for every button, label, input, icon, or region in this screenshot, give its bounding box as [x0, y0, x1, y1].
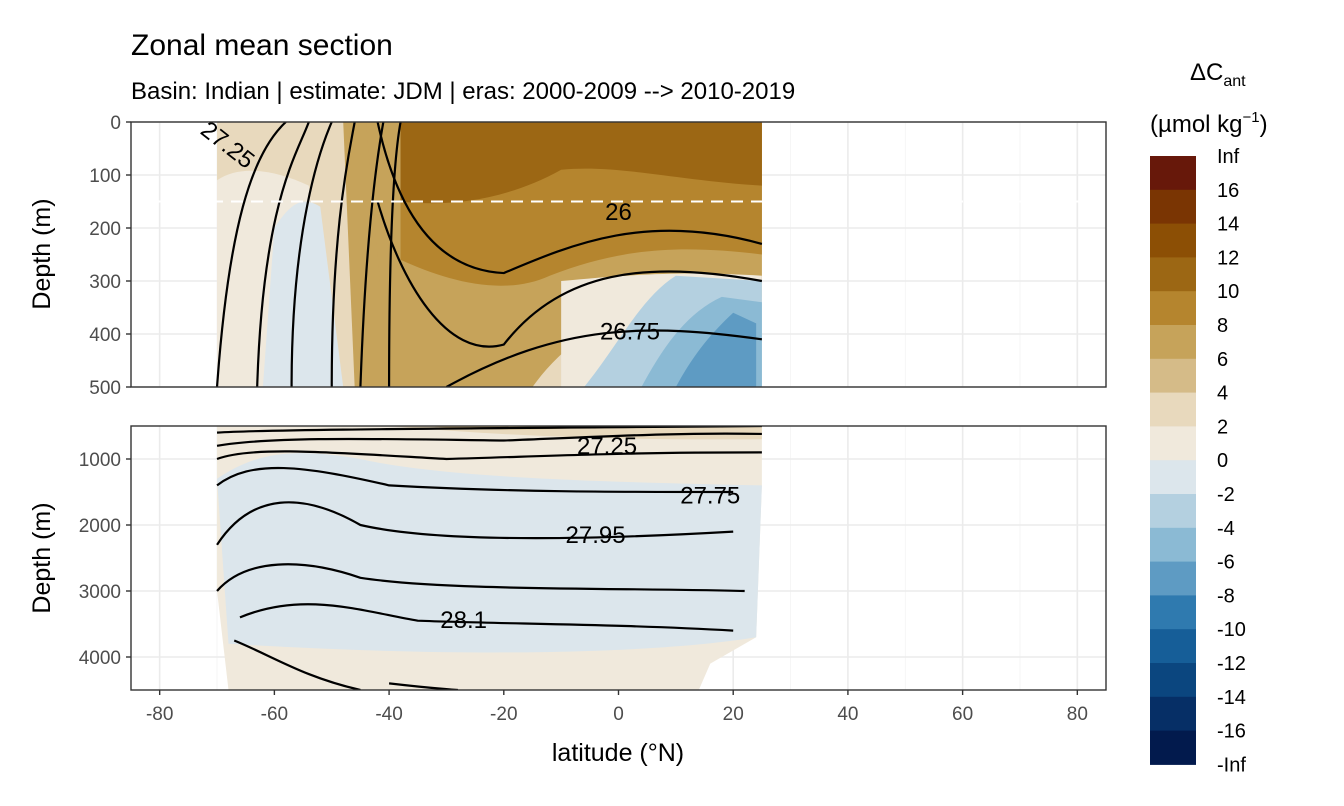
x-tick-label: 40	[837, 704, 858, 725]
legend-swatch	[1150, 291, 1196, 326]
isopycnal-line	[330, 122, 356, 387]
legend-swatch	[1150, 595, 1196, 630]
y-tick-label: 0	[110, 113, 121, 134]
legend-swatch	[1150, 663, 1196, 698]
isopycnal-label: 27.95	[566, 522, 626, 549]
legend-level-label: -10	[1217, 619, 1246, 641]
x-tick-label: 80	[1067, 704, 1088, 725]
legend-swatch	[1150, 325, 1196, 360]
isopycnal-label: 28.1	[440, 607, 487, 634]
legend-level-label: -12	[1217, 653, 1246, 675]
legend-swatch	[1150, 494, 1196, 529]
y-tick-label: 300	[89, 272, 121, 293]
isopycnal-label: 27.25	[577, 433, 637, 460]
y-axis-label-lower: Depth (m)	[28, 502, 56, 613]
y-tick-label: 3000	[79, 582, 121, 603]
legend-title: ΔCant	[1190, 59, 1246, 90]
y-axis-label-upper: Depth (m)	[28, 198, 56, 309]
legend-level-label: 16	[1217, 180, 1239, 202]
x-tick-label: -60	[261, 704, 288, 725]
x-tick-label: 20	[723, 704, 744, 725]
legend-level-label: 0	[1217, 450, 1228, 472]
isopycnal-label: 26.75	[600, 318, 660, 345]
x-tick-label: -20	[490, 704, 517, 725]
field-band-0	[262, 201, 344, 387]
legend-level-label: 12	[1217, 247, 1239, 269]
x-tick-label: -40	[375, 704, 402, 725]
isopycnal-line	[445, 329, 763, 387]
legend-level-label: 6	[1217, 349, 1228, 371]
isopycnal-line	[290, 122, 333, 387]
legend: ΔCant (µmol kg−1) Inf 16 14 12 10 8 6 4 2 0 -2 -4 -6…	[1150, 59, 1268, 776]
isopycnal-line	[216, 450, 762, 461]
legend-level-label: 8	[1217, 315, 1228, 337]
legend-swatch	[1150, 358, 1196, 394]
y-tick-label: 1000	[79, 450, 121, 471]
legend-swatch	[1150, 460, 1196, 495]
legend-level-label: Inf	[1217, 146, 1240, 168]
field-band-neg6	[675, 312, 757, 387]
legend-swatch	[1150, 730, 1196, 765]
y-tick-label: 200	[89, 219, 121, 240]
legend-swatch	[1150, 223, 1196, 258]
panel-lower: 27.25 27.75 27.95 28.1 1000 2000 3000 4000	[79, 425, 1107, 691]
legend-level-label: -2	[1217, 484, 1235, 506]
y-tick-label: 500	[89, 378, 121, 399]
legend-level-label: -16	[1217, 721, 1246, 743]
isopycnal-line	[256, 122, 310, 387]
y-tick-label: 4000	[79, 648, 121, 669]
y-tick-label: 100	[89, 166, 121, 187]
legend-swatch	[1150, 189, 1196, 225]
isopycnal-line	[216, 466, 734, 494]
legend-level-label: -8	[1217, 585, 1235, 607]
legend-swatch	[1150, 527, 1196, 563]
y-tick-label: 2000	[79, 516, 121, 537]
legend-level-label: -4	[1217, 518, 1235, 540]
legend-units: (µmol kg−1)	[1150, 109, 1268, 138]
x-axis: -80 -60 -40 -20 0 20 40 60 80	[146, 690, 1088, 725]
isopycnal-line	[233, 639, 361, 690]
isopycnal-line	[216, 432, 762, 447]
legend-swatch	[1150, 696, 1196, 732]
y-tick-label: 400	[89, 325, 121, 346]
isopycnal-line	[239, 603, 734, 632]
legend-level-label: -6	[1217, 552, 1235, 574]
legend-swatch	[1150, 156, 1196, 191]
field-layer: 27.25 27.75 27.95 28.1	[216, 426, 762, 690]
legend-swatch	[1150, 392, 1196, 427]
chart-subtitle: Basin: Indian | estimate: JDM | eras: 20…	[131, 78, 795, 105]
field-band-0	[217, 453, 762, 653]
isopycnal-label: 27.75	[680, 482, 740, 509]
isopycnal-line	[216, 501, 734, 546]
isopycnal-line	[376, 201, 763, 348]
panel-border	[130, 121, 1107, 388]
legend-level-label: 2	[1217, 416, 1228, 438]
x-tick-label: 0	[613, 704, 624, 725]
chart-title: Zonal mean section	[131, 29, 393, 62]
legend-swatch	[1150, 629, 1196, 664]
isopycnal-label: 26	[605, 199, 632, 226]
isopycnal-line	[216, 563, 745, 593]
legend-level-label: -14	[1217, 687, 1246, 709]
legend-level-label: -Inf	[1217, 754, 1246, 776]
legend-level-label: 4	[1217, 383, 1228, 405]
x-tick-label: 60	[952, 704, 973, 725]
x-tick-label: -80	[146, 704, 173, 725]
legend-level-label: 14	[1217, 214, 1239, 236]
isopycnal-line	[215, 122, 287, 387]
legend-swatch	[1150, 561, 1196, 596]
legend-level-label: 10	[1217, 281, 1239, 303]
field-band-12	[400, 122, 762, 204]
legend-colorbar: Inf 16 14 12 10 8 6 4 2 0 -2 -4 -6 -8 -10 -12 -14 -16 -Inf	[1150, 146, 1246, 776]
isopycnal-line	[216, 426, 762, 434]
x-axis-label: latitude (°N)	[552, 739, 684, 767]
isopycnal-line	[387, 122, 402, 387]
legend-swatch	[1150, 426, 1196, 461]
isopycnal-line	[376, 122, 763, 275]
legend-swatch	[1150, 257, 1196, 292]
